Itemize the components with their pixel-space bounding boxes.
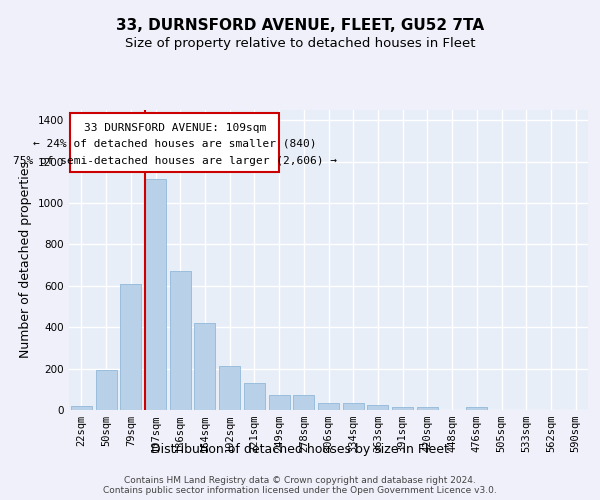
Text: 75% of semi-detached houses are larger (2,606) →: 75% of semi-detached houses are larger (… <box>13 156 337 166</box>
Text: 33 DURNSFORD AVENUE: 109sqm: 33 DURNSFORD AVENUE: 109sqm <box>83 123 266 133</box>
Bar <box>244 383 265 410</box>
Bar <box>219 366 240 410</box>
Text: Contains HM Land Registry data © Crown copyright and database right 2024.
Contai: Contains HM Land Registry data © Crown c… <box>103 476 497 495</box>
Y-axis label: Number of detached properties: Number of detached properties <box>19 162 32 358</box>
Bar <box>343 403 364 410</box>
Text: ← 24% of detached houses are smaller (840): ← 24% of detached houses are smaller (84… <box>33 139 316 149</box>
FancyBboxPatch shape <box>70 113 279 172</box>
Bar <box>367 405 388 410</box>
Bar <box>466 407 487 410</box>
Bar <box>269 395 290 410</box>
Bar <box>194 323 215 410</box>
Bar <box>293 395 314 410</box>
Bar <box>318 403 339 410</box>
Bar <box>392 407 413 410</box>
Bar <box>120 284 141 410</box>
Bar <box>417 407 438 410</box>
Bar <box>95 370 116 410</box>
Bar <box>170 272 191 410</box>
Text: Distribution of detached houses by size in Fleet: Distribution of detached houses by size … <box>151 442 449 456</box>
Bar <box>145 180 166 410</box>
Bar <box>71 406 92 410</box>
Text: Size of property relative to detached houses in Fleet: Size of property relative to detached ho… <box>125 38 475 51</box>
Text: 33, DURNSFORD AVENUE, FLEET, GU52 7TA: 33, DURNSFORD AVENUE, FLEET, GU52 7TA <box>116 18 484 32</box>
